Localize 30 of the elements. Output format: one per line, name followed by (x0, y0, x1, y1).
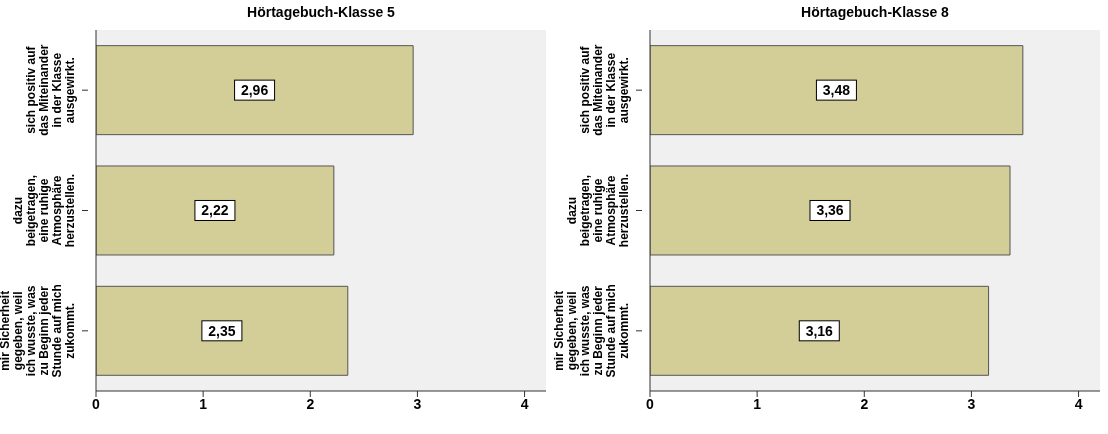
y-tick-label: mir Sicherheit gegeben, weil ich wusste, was zu Beginn jeder Stunde auf mich zukommt. (552, 284, 631, 378)
data-label: 2,96 (240, 82, 269, 99)
x-tick-label: 0 (646, 395, 655, 412)
x-tick-label: 3 (967, 395, 976, 412)
bar (96, 285, 349, 376)
bar (650, 285, 990, 376)
x-tick-label: 1 (199, 395, 208, 412)
y-tick-label: dazu beigetragen, eine ruhige Atmosphäre herzustellen. (11, 173, 77, 248)
y-tick-label: mir Sicherheit gegeben, weil ich wusste, was zu Beginn jeder Stunde auf mich zukommt. (0, 284, 77, 378)
x-tick-label: 3 (413, 395, 422, 412)
x-tick-label: 1 (753, 395, 762, 412)
y-tick-label: dazu beigetragen, eine ruhige Atmosphäre herzustellen. (565, 173, 631, 248)
bar (650, 45, 1024, 136)
x-tick-label: 0 (92, 395, 101, 412)
bar (650, 165, 1011, 256)
y-tick-label: sich positiv auf das Miteinander in der Klasse ausgewirkt. (24, 44, 77, 136)
x-tick-label: 4 (520, 395, 529, 412)
bar (96, 45, 414, 136)
data-label: 2,35 (208, 322, 236, 339)
data-label: 3,16 (805, 322, 834, 339)
y-tick-label: sich positiv auf das Miteinander in der Klasse ausgewirkt. (578, 44, 631, 136)
chart-title: Hörtagebuch-Klasse 5 (246, 4, 396, 20)
x-tick-label: 2 (306, 395, 315, 412)
chart-title: Hörtagebuch-Klasse 8 (800, 4, 950, 20)
x-tick-label: 2 (860, 395, 869, 412)
data-label: 2,22 (201, 202, 229, 219)
data-label: 3,48 (822, 82, 851, 99)
data-label: 3,36 (816, 202, 844, 219)
x-tick-label: 4 (1074, 395, 1083, 412)
bar (96, 165, 335, 256)
